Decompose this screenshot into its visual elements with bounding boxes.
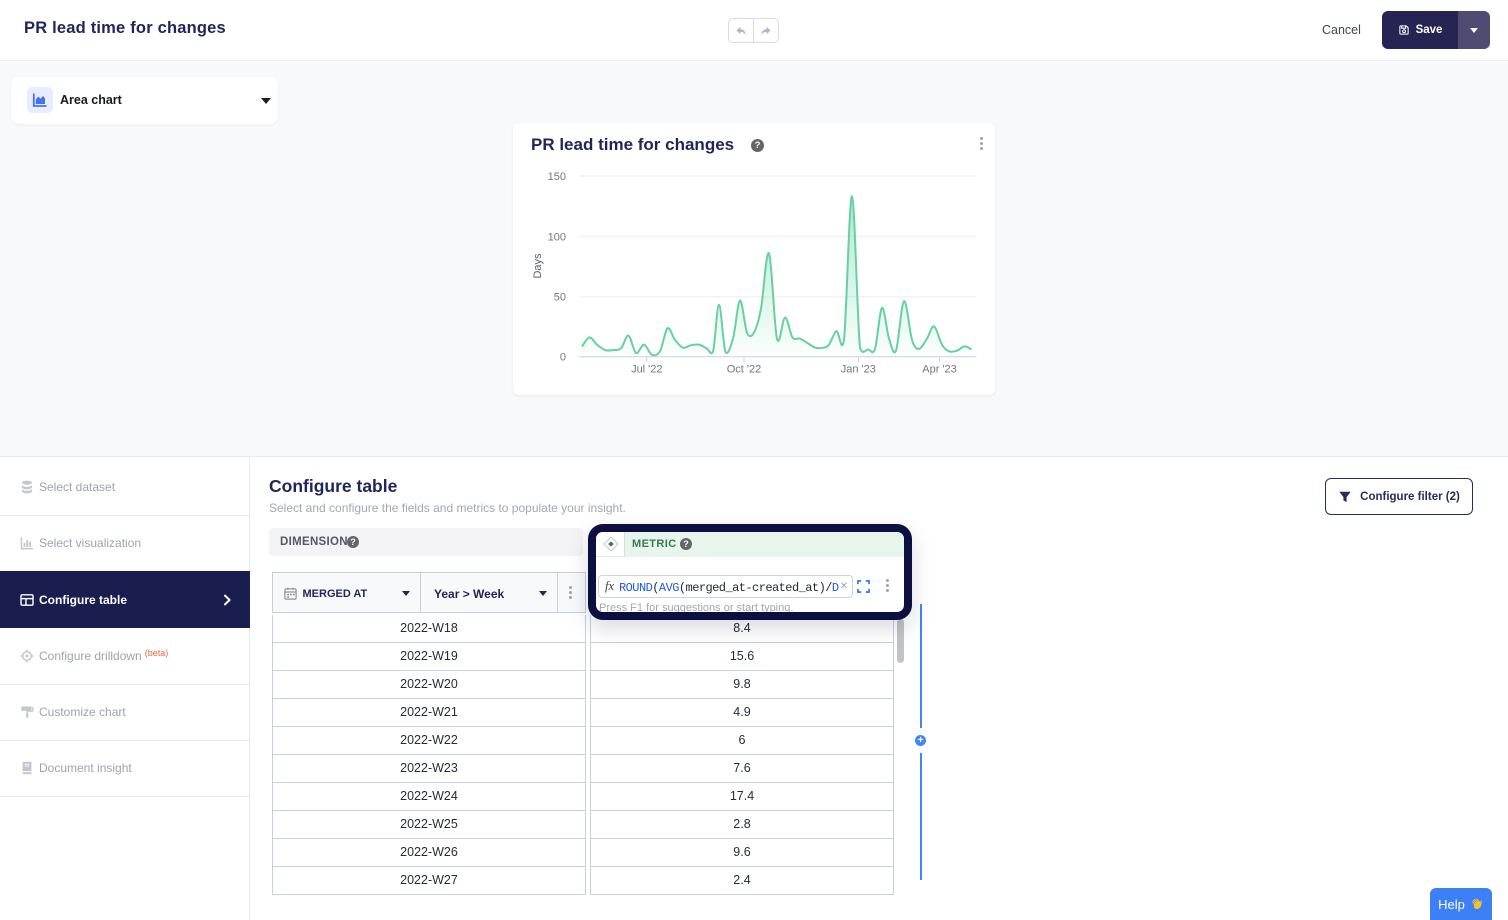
svg-text:150: 150 [548, 171, 566, 183]
svg-text:Jan '23: Jan '23 [841, 364, 876, 376]
svg-text:50: 50 [554, 292, 566, 304]
svg-text:Days: Days [532, 253, 544, 279]
svg-text:Oct '22: Oct '22 [727, 364, 762, 376]
svg-text:Jul '22: Jul '22 [631, 364, 662, 376]
svg-text:100: 100 [548, 231, 566, 243]
svg-text:0: 0 [560, 352, 566, 364]
svg-text:Apr '23: Apr '23 [922, 364, 957, 376]
